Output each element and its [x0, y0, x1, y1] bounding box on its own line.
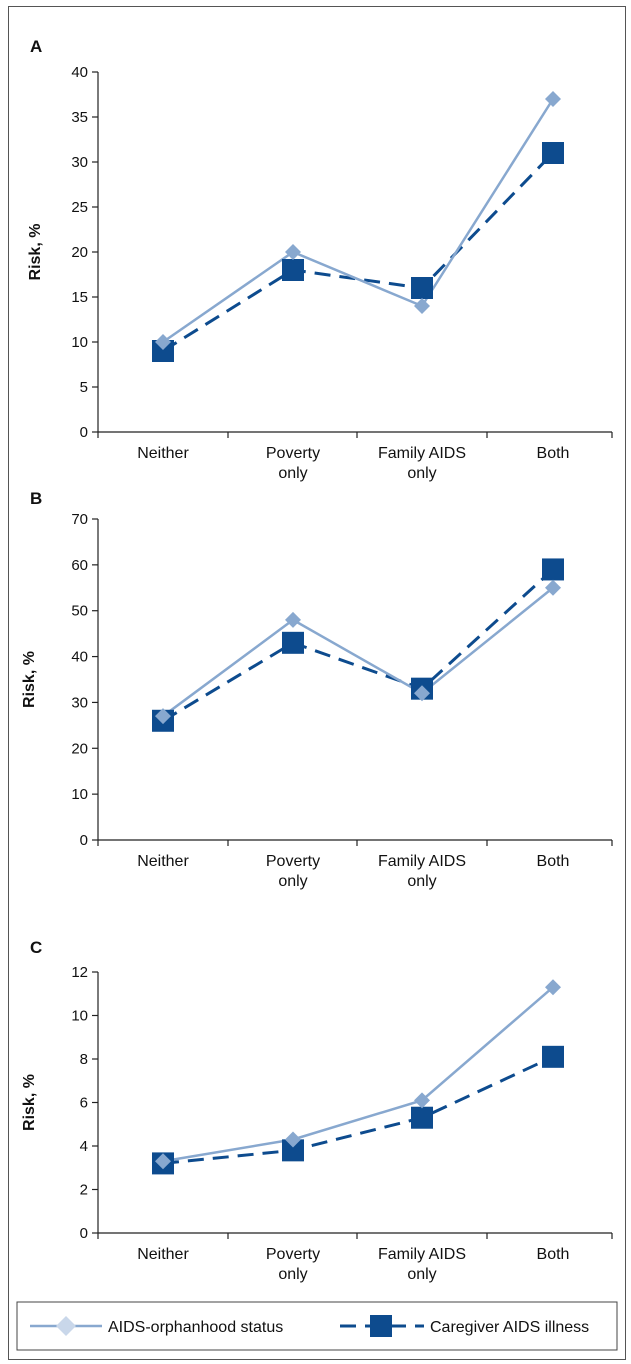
- orphan-point: [545, 91, 561, 107]
- x-tick-label: Neither: [137, 445, 189, 462]
- caregiver-point: [542, 142, 564, 164]
- series-caregiver-line: [162, 568, 555, 723]
- caregiver-point: [411, 1106, 433, 1129]
- caregiver-point: [411, 277, 433, 299]
- series-caregiver-line: [162, 151, 555, 353]
- x-tick-label: Poverty only: [266, 853, 320, 890]
- y-tick-label: 20: [71, 244, 88, 261]
- series-caregiver-line: [162, 1055, 554, 1165]
- x-tick-label: Family AIDS only: [378, 445, 466, 482]
- y-tick-label: 5: [80, 379, 88, 396]
- panel-letter: A: [30, 37, 42, 56]
- legend: AIDS-orphanhood status Caregiver AIDS il…: [16, 1301, 618, 1351]
- y-tick-label: 15: [71, 289, 88, 306]
- y-tick-label: 0: [80, 1225, 88, 1242]
- caregiver-point: [542, 1045, 564, 1068]
- x-tick-label: Poverty only: [266, 1246, 320, 1283]
- y-tick-label: 0: [80, 424, 88, 441]
- y-tick-label: 8: [80, 1051, 88, 1068]
- y-axis-label: Risk, %: [21, 1074, 38, 1131]
- x-tick-label: Neither: [137, 1246, 189, 1263]
- y-tick-label: 25: [71, 199, 88, 216]
- legend-box: [16, 1301, 618, 1351]
- orphan-point: [414, 298, 430, 314]
- y-tick-label: 0: [80, 832, 88, 849]
- y-tick-label: 6: [80, 1095, 88, 1112]
- caregiver-point: [542, 558, 564, 581]
- x-tick-label: Family AIDS only: [378, 853, 466, 890]
- caregiver-point: [282, 259, 304, 281]
- legend-orphan-diamond-icon: [56, 1316, 76, 1336]
- legend-caregiver-square-icon: [370, 1315, 392, 1337]
- legend-caregiver-label: Caregiver AIDS illness: [430, 1319, 589, 1336]
- orphan-point: [414, 1092, 430, 1109]
- y-tick-label: 30: [71, 694, 88, 711]
- caregiver-point: [282, 1139, 304, 1162]
- series-orphan-line: [162, 98, 555, 344]
- y-tick-label: 2: [80, 1182, 88, 1199]
- legend-orphan-label: AIDS-orphanhood status: [108, 1319, 283, 1336]
- panel-a: A Risk, % 0 5 10 15 20 25 30 35 40 Neither Poverty on…: [27, 37, 613, 482]
- orphan-point: [285, 244, 301, 260]
- y-tick-label: 12: [71, 964, 88, 981]
- y-tick-label: 60: [71, 557, 88, 574]
- x-tick-label: Neither: [137, 853, 189, 870]
- y-tick-label: 4: [80, 1138, 88, 1155]
- caregiver-point: [152, 340, 174, 362]
- y-tick-label: 30: [71, 154, 88, 171]
- orphan-point: [155, 1153, 171, 1170]
- orphan-point: [545, 979, 561, 996]
- orphan-point: [545, 579, 561, 596]
- orphan-point: [285, 611, 301, 628]
- x-tick-label: Both: [537, 1246, 570, 1263]
- panel-letter: C: [30, 938, 42, 957]
- y-axis-label: Risk, %: [21, 651, 38, 708]
- caregiver-point: [282, 631, 304, 654]
- y-tick-label: 20: [71, 740, 88, 757]
- series-orphan-line: [162, 586, 554, 718]
- orphan-point: [285, 1131, 301, 1148]
- y-tick-label: 70: [71, 511, 88, 528]
- y-tick-label: 10: [71, 334, 88, 351]
- x-tick-label: Both: [537, 445, 570, 462]
- x-tick-label: Both: [537, 853, 570, 870]
- y-tick-label: 10: [71, 1008, 88, 1025]
- y-tick-label: 40: [71, 64, 88, 81]
- panel-c: C Risk, % 0 2 4 6 8 10 12 Neither Poverty only Famil…: [21, 938, 613, 1283]
- y-tick-label: 10: [71, 786, 88, 803]
- orphan-point: [155, 334, 171, 350]
- series-orphan-line: [162, 986, 554, 1163]
- figure-frame: [8, 6, 626, 1360]
- y-tick-label: 40: [71, 649, 88, 666]
- x-tick-label: Family AIDS only: [378, 1246, 466, 1283]
- y-tick-label: 35: [71, 109, 88, 126]
- panel-letter: B: [30, 489, 42, 508]
- orphan-point: [414, 685, 430, 702]
- y-tick-label: 50: [71, 603, 88, 620]
- x-tick-label: Poverty only: [266, 445, 320, 482]
- y-axis-label: Risk, %: [27, 224, 44, 281]
- orphan-point: [155, 708, 171, 725]
- panel-b: B Risk, % 0 10 20 30 40 50 60 70 Neither Poverty onl…: [21, 489, 613, 890]
